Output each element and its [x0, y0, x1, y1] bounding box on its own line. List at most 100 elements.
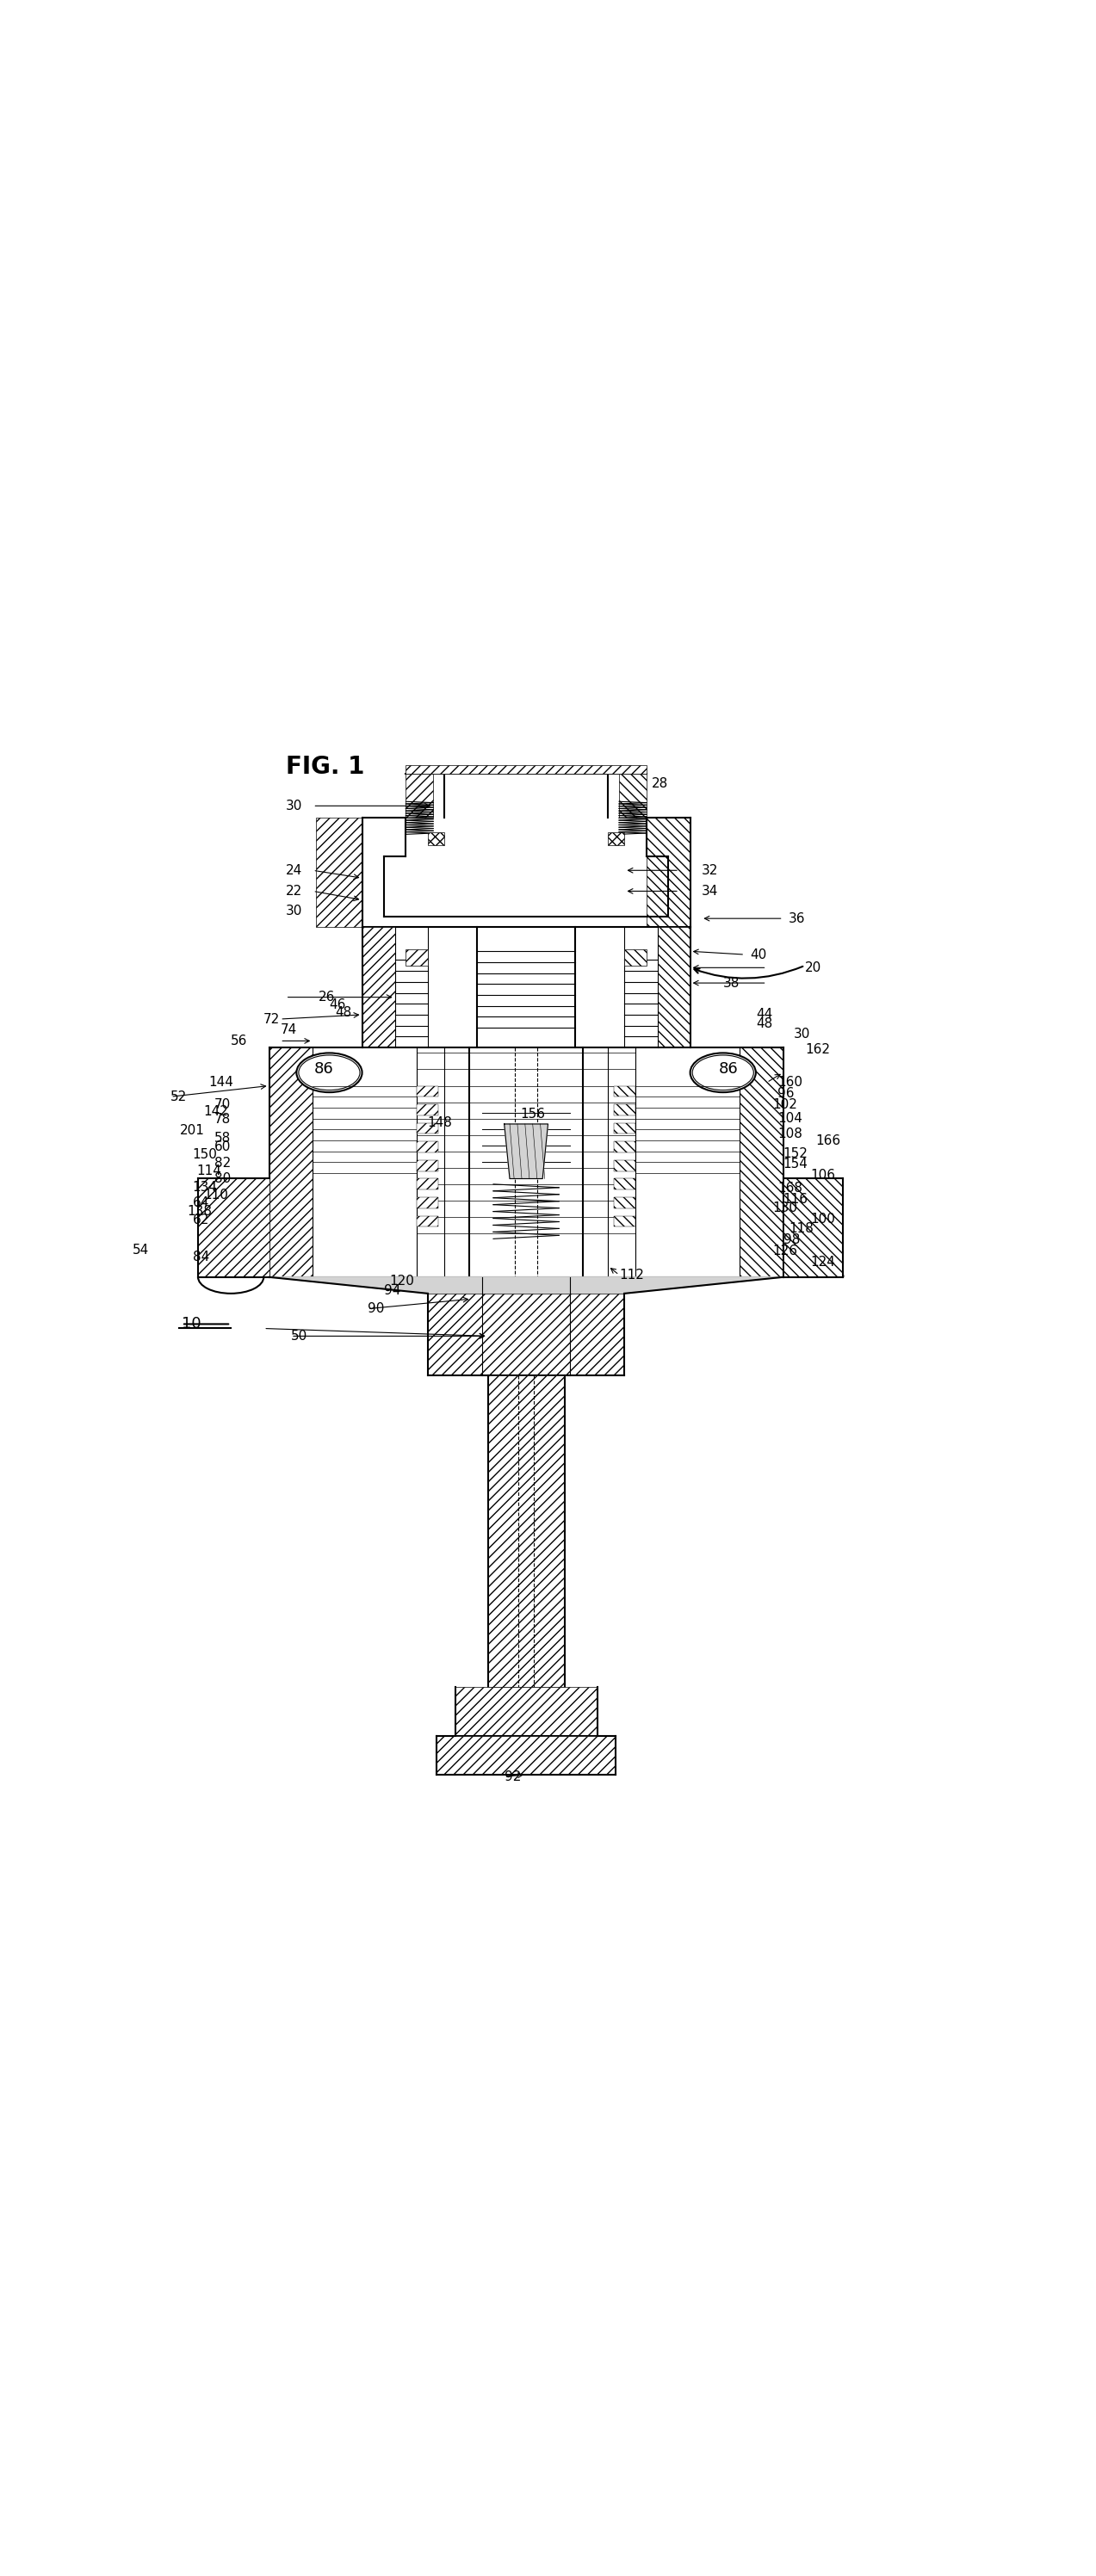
Bar [614, 1141, 636, 1151]
Bar [488, 1376, 564, 1687]
Text: 86: 86 [315, 1061, 333, 1077]
Text: 50: 50 [292, 1329, 308, 1342]
Bar [416, 1084, 438, 1097]
Text: 144: 144 [209, 1077, 233, 1090]
Text: 106: 106 [810, 1170, 835, 1182]
Text: 24: 24 [286, 863, 302, 876]
Bar [270, 1048, 312, 1278]
Text: 30: 30 [286, 799, 302, 811]
Bar [625, 948, 647, 966]
Text: 60: 60 [215, 1141, 231, 1154]
Bar [416, 1159, 438, 1172]
Bar [416, 1141, 438, 1151]
Text: 130: 130 [773, 1203, 797, 1216]
Text: 64: 64 [193, 1195, 209, 1208]
Bar [619, 775, 647, 819]
Text: 30: 30 [286, 904, 302, 917]
Text: 92: 92 [504, 1770, 521, 1783]
Text: 86: 86 [719, 1061, 739, 1077]
Polygon shape [270, 1278, 784, 1293]
Text: 124: 124 [810, 1255, 835, 1267]
Text: 160: 160 [778, 1077, 802, 1090]
Text: 156: 156 [521, 1108, 546, 1121]
Bar [658, 927, 690, 1048]
Bar [455, 1687, 597, 1736]
Bar [362, 927, 395, 1048]
Text: 94: 94 [384, 1283, 401, 1296]
Text: 102: 102 [773, 1097, 797, 1110]
Text: 118: 118 [789, 1224, 813, 1236]
Text: 116: 116 [784, 1193, 808, 1206]
Text: 166: 166 [815, 1133, 841, 1146]
Bar [614, 1105, 636, 1115]
Bar [406, 765, 647, 775]
Text: 120: 120 [389, 1275, 414, 1288]
Text: 78: 78 [215, 1113, 231, 1126]
Bar [416, 1180, 438, 1190]
Text: 38: 38 [723, 976, 740, 989]
Bar [614, 1123, 636, 1133]
Bar [416, 1216, 438, 1226]
Text: 32: 32 [701, 863, 718, 876]
Text: 142: 142 [204, 1105, 228, 1118]
Bar [608, 832, 625, 845]
Text: 138: 138 [187, 1206, 213, 1218]
Bar [436, 1736, 616, 1775]
Text: 74: 74 [281, 1023, 297, 1036]
Text: 70: 70 [215, 1097, 231, 1110]
Polygon shape [504, 1123, 548, 1180]
Text: 72: 72 [264, 1012, 281, 1025]
Text: 126: 126 [773, 1244, 797, 1257]
Bar [614, 1180, 636, 1190]
Text: 162: 162 [804, 1043, 830, 1056]
Text: 22: 22 [286, 884, 302, 896]
Bar [406, 948, 427, 966]
Text: 52: 52 [171, 1090, 187, 1103]
Text: 84: 84 [193, 1252, 209, 1265]
Text: 104: 104 [778, 1113, 802, 1126]
Text: 134: 134 [193, 1180, 217, 1193]
Bar [614, 1198, 636, 1208]
Ellipse shape [297, 1054, 362, 1092]
Text: 168: 168 [778, 1182, 802, 1195]
Text: 36: 36 [789, 912, 806, 925]
Text: 201: 201 [180, 1123, 204, 1136]
Text: 40: 40 [751, 948, 767, 961]
Text: 112: 112 [619, 1267, 644, 1280]
Text: 56: 56 [231, 1036, 248, 1048]
Bar [316, 819, 362, 927]
Text: 20: 20 [804, 961, 822, 974]
Text: 10: 10 [182, 1316, 202, 1332]
Text: 26: 26 [318, 992, 335, 1005]
Text: 48: 48 [756, 1018, 773, 1030]
Text: 48: 48 [334, 1007, 352, 1020]
Text: 82: 82 [215, 1157, 231, 1170]
Bar [740, 1048, 784, 1278]
Text: 58: 58 [215, 1131, 231, 1144]
Text: 98: 98 [784, 1234, 800, 1247]
Bar [614, 1159, 636, 1172]
Ellipse shape [690, 1054, 756, 1092]
Bar [427, 832, 444, 845]
Bar [198, 1180, 270, 1278]
Text: 148: 148 [427, 1115, 453, 1128]
Text: FIG. 1: FIG. 1 [286, 755, 364, 778]
Text: 54: 54 [133, 1244, 149, 1257]
Text: 80: 80 [215, 1172, 231, 1185]
Text: 28: 28 [652, 778, 669, 791]
Text: 154: 154 [784, 1159, 808, 1172]
Text: 96: 96 [778, 1087, 795, 1100]
Text: 30: 30 [795, 1028, 811, 1041]
Text: 34: 34 [701, 884, 718, 896]
Text: 44: 44 [756, 1007, 773, 1020]
Text: 108: 108 [778, 1128, 802, 1141]
Bar [614, 1084, 636, 1097]
Text: 100: 100 [810, 1213, 835, 1226]
Text: 150: 150 [193, 1149, 217, 1162]
Bar [784, 1180, 843, 1278]
Text: 46: 46 [329, 999, 346, 1012]
Bar [427, 1293, 625, 1376]
Text: 152: 152 [784, 1146, 808, 1159]
Text: 114: 114 [197, 1164, 221, 1177]
Bar [406, 775, 433, 819]
